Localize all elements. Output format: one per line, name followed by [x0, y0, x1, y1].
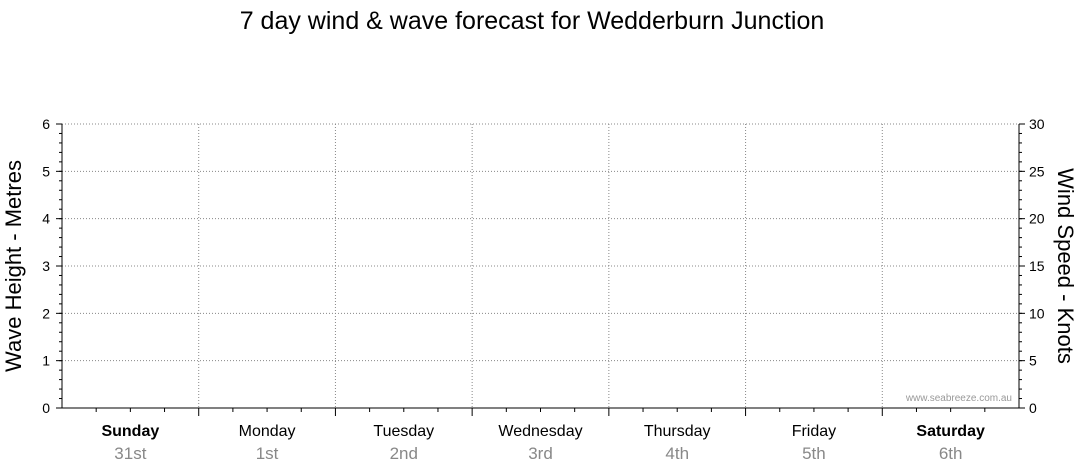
day-name-label: Monday — [239, 423, 296, 440]
day-name-label: Wednesday — [498, 423, 582, 440]
day-date-label: 6th — [939, 444, 963, 463]
right-tick-label: 5 — [1029, 353, 1037, 369]
day-name-label: Friday — [792, 423, 836, 440]
left-axis-label: Wave Height - Metres — [1, 160, 26, 372]
grid-lines — [62, 123, 1019, 408]
chart-title: 7 day wind & wave forecast for Wedderbur… — [240, 7, 825, 35]
right-tick-label: 20 — [1029, 211, 1045, 227]
day-name-label: Tuesday — [373, 423, 434, 440]
day-date-label: 5th — [802, 444, 826, 463]
left-tick-label: 2 — [42, 305, 50, 321]
right-axis-tick-labels: 0 5 10 15 20 25 30 — [1029, 116, 1045, 416]
left-tick-label: 1 — [42, 353, 50, 369]
watermark-text: www.seabreeze.com.au — [905, 393, 1012, 404]
right-tick-label: 0 — [1029, 400, 1037, 416]
right-axis-label: Wind Speed - Knots — [1053, 168, 1078, 364]
day-date-label: 31st — [114, 444, 146, 463]
left-tick-label: 5 — [42, 163, 50, 179]
left-tick-label: 0 — [42, 400, 50, 416]
day-name-label: Sunday — [101, 423, 159, 440]
left-axis-tick-labels: 0 1 2 3 4 5 6 — [42, 116, 50, 416]
day-name-label: Saturday — [916, 423, 985, 440]
right-tick-label: 25 — [1029, 163, 1045, 179]
day-date-label: 4th — [665, 444, 689, 463]
axes — [56, 123, 1025, 416]
day-date-label: 2nd — [390, 444, 418, 463]
right-tick-label: 10 — [1029, 305, 1045, 321]
right-tick-label: 15 — [1029, 258, 1045, 274]
left-tick-label: 3 — [42, 258, 50, 274]
day-name-label: Thursday — [644, 423, 711, 440]
right-tick-label: 30 — [1029, 116, 1045, 132]
day-date-label: 3rd — [528, 444, 553, 463]
day-date-label: 1st — [256, 444, 279, 463]
day-labels: Sunday 31st Monday 1st Tuesday 2nd Wednesday 3r… — [101, 423, 985, 463]
left-tick-label: 4 — [42, 211, 50, 227]
left-tick-label: 6 — [42, 116, 50, 132]
